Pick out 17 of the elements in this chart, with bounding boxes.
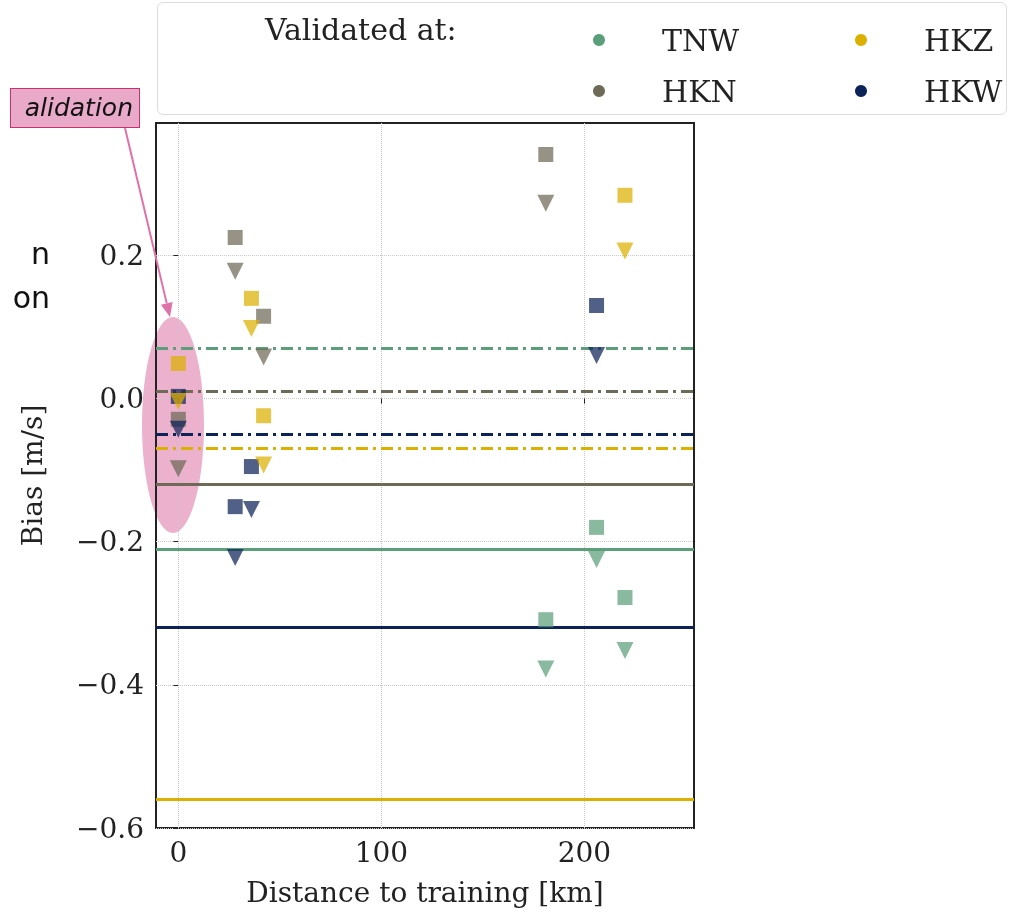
text: alidation xyxy=(9,88,140,128)
x-tick-label: 0 xyxy=(169,835,188,869)
y-tick-label: −0.4 xyxy=(76,668,144,702)
legend-label: HKN xyxy=(662,73,737,109)
y-tick-label: −0.2 xyxy=(76,525,144,559)
legend-title: Validated at: xyxy=(265,12,457,47)
legend-label: TNW xyxy=(662,22,740,58)
y-tick-label: 0.2 xyxy=(99,238,144,272)
y-tick-label: 0.0 xyxy=(99,382,144,416)
y-tick-label: −0.6 xyxy=(76,811,144,845)
legend-label: HKZ xyxy=(924,22,994,58)
y-axis-title: Bias [m/s] xyxy=(15,404,49,547)
x-axis-title: Distance to training [km] xyxy=(246,875,604,909)
x-tick-label: 100 xyxy=(354,835,409,869)
x-tick-label: 200 xyxy=(557,835,612,869)
legend-label: HKW xyxy=(924,73,1003,109)
text: n on xyxy=(12,235,50,317)
